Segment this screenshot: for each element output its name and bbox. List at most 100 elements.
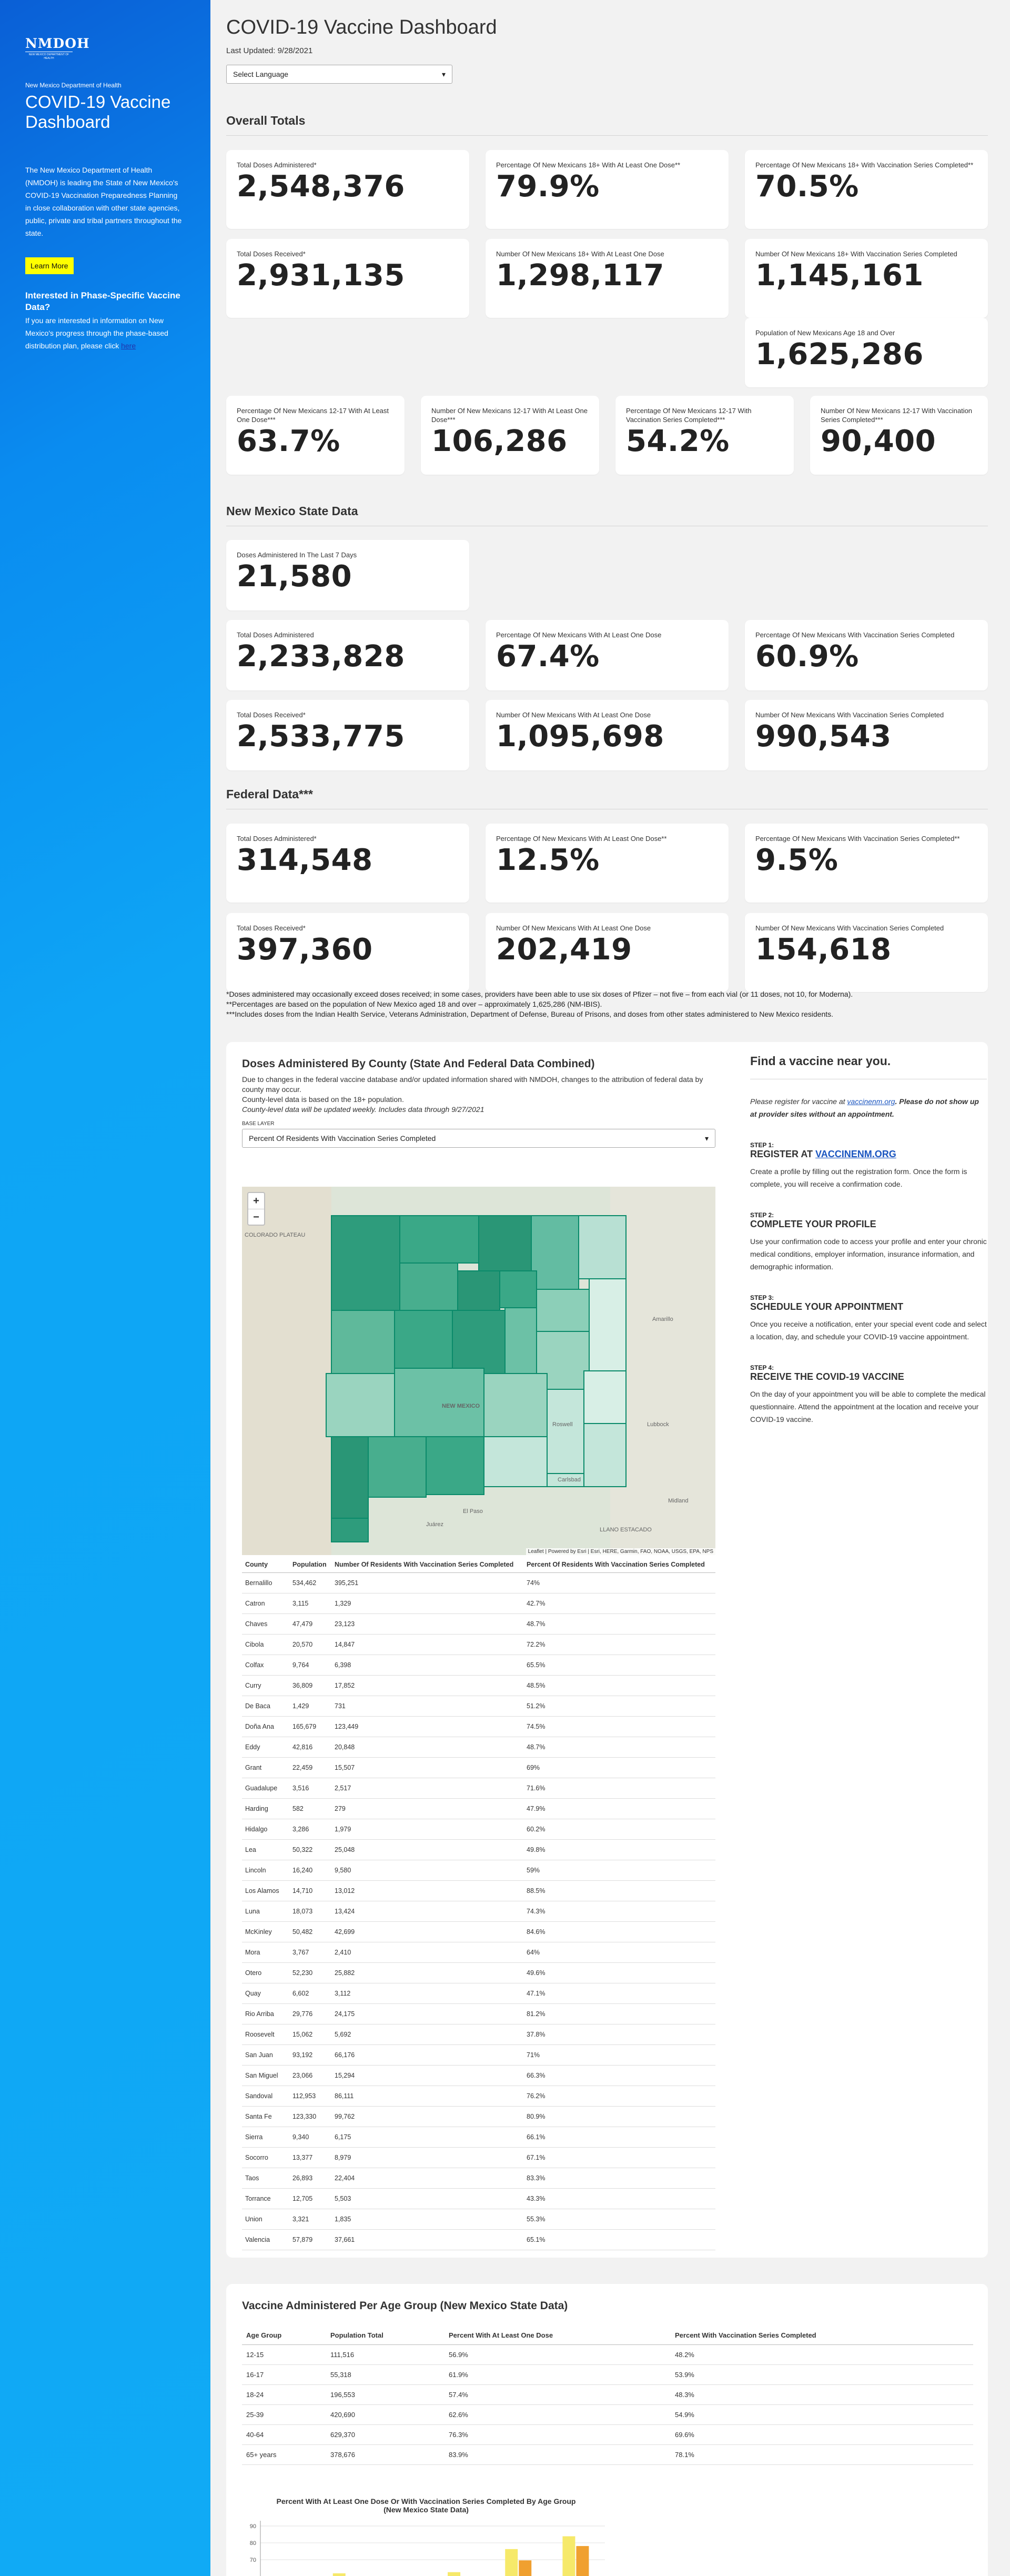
stat-card: Total Doses Administered 2,233,828 (226, 620, 469, 690)
table-cell: 42.7% (523, 1593, 715, 1614)
learn-more-button[interactable]: Learn More (25, 257, 74, 274)
county-shape[interactable] (578, 1215, 627, 1279)
county-map[interactable]: COLORADO PLATEAU NEW MEXICO Amarillo Lub… (242, 1187, 715, 1555)
county-shape[interactable] (457, 1270, 500, 1311)
stat-value: 79.9% (496, 169, 600, 204)
county-shape[interactable] (483, 1373, 548, 1437)
county-shape[interactable] (394, 1368, 484, 1437)
stat-value: 54.2% (626, 424, 730, 458)
table-cell: Los Alamos (242, 1880, 289, 1901)
phase-link[interactable]: here (121, 342, 136, 350)
county-shape[interactable] (483, 1436, 548, 1487)
county-shape[interactable] (426, 1436, 484, 1495)
county-shape[interactable] (478, 1215, 532, 1271)
table-cell: 66.1% (523, 2127, 715, 2148)
table-cell: 29,776 (289, 2003, 331, 2024)
chart-bar[interactable] (448, 2572, 461, 2576)
table-cell: 49.8% (523, 1839, 715, 1860)
county-shape[interactable] (583, 1370, 627, 1424)
stat-card: Total Doses Received* 2,533,775 (226, 700, 469, 770)
column-header[interactable]: Number Of Residents With Vaccination Ser… (331, 1557, 523, 1573)
table-cell: 37.8% (523, 2024, 715, 2045)
zoom-out-button[interactable]: − (248, 1209, 264, 1225)
county-shape[interactable] (531, 1215, 579, 1290)
chart-bar[interactable] (562, 2536, 575, 2576)
zoom-in-button[interactable]: + (253, 1195, 259, 1207)
column-header[interactable]: Percent With Vaccination Series Complete… (671, 2326, 973, 2345)
map-label: Amarillo (652, 1316, 673, 1322)
step-text: Once you receive a notification, enter y… (750, 1320, 987, 1341)
table-row: Guadalupe 3,516 2,517 71.6% (242, 1778, 715, 1799)
table-cell: 123,330 (289, 2106, 331, 2127)
column-header[interactable]: Percent Of Residents With Vaccination Se… (523, 1557, 715, 1573)
table-cell: 6,398 (331, 1655, 523, 1676)
county-shape[interactable] (583, 1423, 627, 1487)
map-label: El Paso (463, 1508, 483, 1515)
column-header[interactable]: Percent With At Least One Dose (445, 2326, 671, 2345)
table-cell: 12,705 (289, 2188, 331, 2209)
step-text: Use your confirmation code to access you… (750, 1237, 987, 1271)
chart-bar[interactable] (332, 2573, 346, 2576)
nmdoh-logo[interactable]: NMDOH NEW MEXICO DEPARTMENT OF HEALTH (25, 37, 89, 61)
language-select[interactable]: Select Language ▾ (226, 65, 452, 84)
table-cell: 629,370 (326, 2424, 445, 2445)
column-header[interactable]: Age Group (242, 2326, 326, 2345)
map-label: Carlsbad (558, 1477, 581, 1483)
chevron-down-icon: ▾ (441, 69, 446, 78)
map-attribution[interactable]: Leaflet | Powered by Esri | Esri, HERE, … (526, 1548, 715, 1555)
chart-bar[interactable] (519, 2560, 532, 2576)
base-layer-select[interactable]: Percent Of Residents With Vaccination Se… (242, 1129, 715, 1148)
vaccinenm-link[interactable]: vaccinenm.org (847, 1097, 895, 1106)
table-cell: Roosevelt (242, 2024, 289, 2045)
county-shape[interactable] (368, 1436, 427, 1498)
table-cell: 71.6% (523, 1778, 715, 1799)
table-cell: 74.5% (523, 1716, 715, 1737)
county-shape[interactable] (326, 1373, 395, 1437)
table-row: Cibola 20,570 14,847 72.2% (242, 1634, 715, 1655)
table-cell: McKinley (242, 1921, 289, 1942)
county-shape[interactable] (331, 1310, 395, 1374)
table-cell: 54.9% (671, 2404, 973, 2425)
stat-value: 2,533,775 (237, 719, 405, 754)
phase-heading: Interested in Phase-Specific Vaccine Dat… (25, 290, 180, 312)
register-link[interactable]: VACCINENM.ORG (815, 1149, 896, 1159)
y-tick-label: 80 (250, 2540, 256, 2547)
table-cell: 20,570 (289, 1634, 331, 1655)
chart-bar[interactable] (576, 2546, 589, 2576)
table-cell: 47,479 (289, 1613, 331, 1635)
county-shape[interactable] (394, 1310, 453, 1369)
county-shape[interactable] (536, 1289, 590, 1332)
table-cell: 9,340 (289, 2127, 331, 2148)
county-shape[interactable] (452, 1310, 506, 1374)
column-header[interactable]: Population Total (326, 2326, 445, 2345)
table-row: Catron 3,115 1,329 42.7% (242, 1593, 715, 1614)
column-header[interactable]: County (242, 1557, 289, 1573)
county-shape[interactable] (589, 1278, 627, 1371)
table-cell: 56.9% (445, 2344, 671, 2365)
table-cell: 15,062 (289, 2024, 331, 2045)
chart-bar[interactable] (505, 2549, 518, 2576)
county-shape[interactable] (331, 1518, 369, 1542)
table-cell: 59% (523, 1860, 715, 1881)
stat-value: 21,580 (237, 559, 352, 594)
county-shape[interactable] (399, 1215, 479, 1264)
table-row: San Miguel 23,066 15,294 66.3% (242, 2065, 715, 2086)
table-cell: 12-15 (242, 2344, 326, 2365)
county-shape[interactable] (547, 1473, 584, 1487)
county-shape[interactable] (331, 1436, 369, 1519)
table-row: 12-15 111,516 56.9% 48.2% (242, 2344, 973, 2365)
table-cell: Doña Ana (242, 1716, 289, 1737)
county-shape[interactable] (331, 1215, 400, 1311)
county-shape[interactable] (547, 1389, 584, 1474)
table-cell: Catron (242, 1593, 289, 1614)
county-shape[interactable] (399, 1262, 458, 1311)
column-header[interactable]: Population (289, 1557, 331, 1573)
table-cell: 9,580 (331, 1860, 523, 1881)
table-cell: 165,679 (289, 1716, 331, 1737)
county-shape[interactable] (499, 1270, 537, 1308)
step-title: SCHEDULE YOUR APPOINTMENT (750, 1301, 904, 1312)
step-4: STEP 4: RECEIVE THE COVID-19 VACCINE On … (750, 1364, 987, 1426)
table-cell: 26,893 (289, 2168, 331, 2189)
stat-label: Number Of New Mexicans With At Least One… (496, 924, 651, 932)
table-cell: 64% (523, 1942, 715, 1963)
